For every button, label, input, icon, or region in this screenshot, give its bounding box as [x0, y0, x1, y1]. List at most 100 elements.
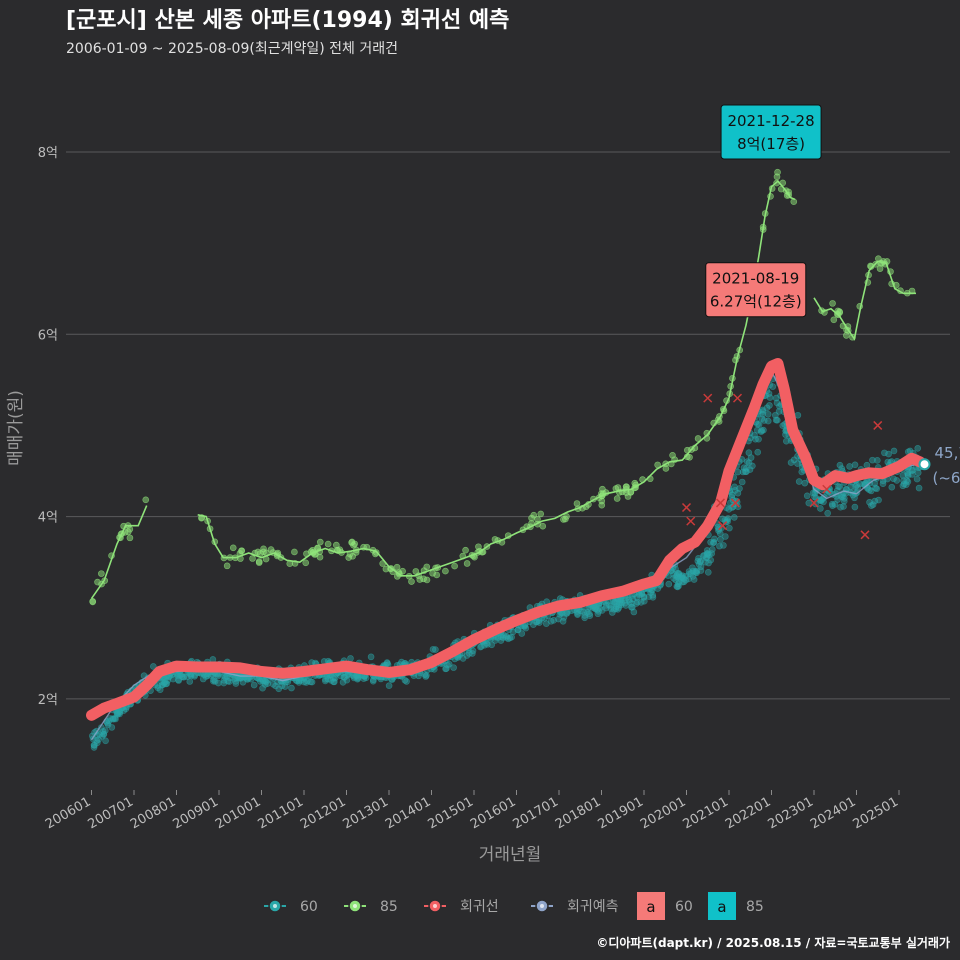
- point-85: [399, 567, 406, 575]
- point-60: [628, 603, 636, 611]
- point-60: [697, 563, 705, 571]
- point-60: [95, 736, 102, 743]
- point-60: [913, 475, 921, 483]
- legend-dot-center: [433, 904, 437, 908]
- point-60: [673, 583, 681, 590]
- point-60: [432, 646, 439, 653]
- point-60: [163, 680, 171, 687]
- cross-marker: [730, 498, 740, 508]
- series-lines: [86, 180, 926, 741]
- point-60: [837, 503, 844, 511]
- line-regression: [86, 358, 926, 721]
- point-60: [840, 497, 848, 505]
- point-60: [214, 672, 222, 680]
- annotation-date: 2021-12-28: [727, 112, 814, 130]
- point-60: [542, 620, 550, 627]
- point-85: [255, 559, 263, 566]
- legend-label: 85: [380, 899, 398, 915]
- source-caption: ©디아파트(dapt.kr) / 2025.08.15 / 자료=국토교통부 실…: [596, 935, 950, 950]
- point-85: [350, 541, 357, 549]
- point-60: [868, 502, 875, 509]
- point-60: [730, 514, 738, 521]
- point-60: [743, 458, 751, 465]
- point-85: [537, 510, 545, 518]
- point-60: [719, 515, 726, 523]
- point-85: [462, 546, 469, 554]
- point-85: [89, 597, 96, 605]
- legend-box-label: 85: [746, 899, 764, 915]
- point-85: [530, 511, 538, 519]
- point-85: [98, 570, 105, 577]
- point-60: [100, 731, 108, 738]
- last-value-point: [918, 458, 931, 471]
- point-60: [609, 609, 616, 616]
- legend-box-icon: [637, 892, 665, 920]
- point-60: [828, 500, 836, 508]
- legend-dot-center: [353, 904, 357, 908]
- point-60: [846, 463, 853, 470]
- point-60: [803, 492, 811, 500]
- point-60: [863, 461, 871, 469]
- point-60: [678, 573, 686, 580]
- point-60: [259, 684, 266, 692]
- point-85: [534, 515, 541, 523]
- point-60: [327, 677, 335, 684]
- point-60: [884, 458, 892, 466]
- point-60: [360, 675, 368, 682]
- cross-marker: [873, 420, 883, 430]
- legend-box-icon: [708, 892, 736, 920]
- point-60: [754, 448, 762, 456]
- point-85: [223, 562, 231, 570]
- point-85: [412, 568, 420, 575]
- cross-marker: [718, 521, 728, 531]
- point-60: [521, 622, 529, 630]
- point-60: [220, 677, 228, 684]
- point-60: [560, 614, 568, 621]
- point-60: [108, 724, 116, 731]
- point-60: [817, 505, 824, 512]
- point-60: [483, 639, 491, 647]
- point-85: [291, 548, 298, 556]
- point-60: [614, 606, 622, 613]
- point-85: [876, 265, 884, 272]
- point-60: [150, 663, 157, 670]
- point-60: [429, 646, 437, 653]
- point-60: [385, 682, 393, 689]
- point-60: [794, 411, 802, 419]
- point-60: [589, 604, 597, 612]
- point-60: [415, 672, 422, 680]
- point-60: [689, 567, 697, 575]
- point-60: [774, 416, 781, 424]
- line-85: [90, 505, 148, 600]
- point-85: [598, 501, 606, 509]
- line-85: [197, 180, 796, 577]
- point-60: [518, 630, 526, 637]
- point-60: [746, 466, 754, 473]
- last-value-area: (~60㎡): [933, 469, 960, 487]
- annotation-value: 6.27억(12층): [710, 293, 802, 311]
- point-60: [115, 710, 122, 717]
- cross-marker: [809, 498, 819, 508]
- point-85: [613, 495, 621, 502]
- point-60: [775, 408, 783, 415]
- point-85: [142, 496, 150, 504]
- point-60: [866, 486, 873, 494]
- point-60: [795, 478, 803, 485]
- point-85: [249, 555, 256, 562]
- point-60: [708, 546, 716, 553]
- point-60: [743, 468, 750, 476]
- point-60: [866, 498, 873, 506]
- point-60: [509, 628, 517, 636]
- legend: 60 85 회귀선 회귀예측 a 60 a 85: [264, 892, 764, 920]
- point-60: [215, 679, 222, 687]
- point-60: [645, 593, 653, 600]
- point-85: [829, 300, 836, 307]
- point-60: [834, 496, 841, 503]
- chart-title: [군포시] 산본 세종 아파트(1994) 회귀선 예측: [66, 8, 509, 33]
- point-60: [707, 538, 714, 546]
- point-85: [563, 513, 570, 520]
- point-60: [250, 681, 258, 689]
- point-60: [751, 431, 758, 439]
- point-60: [703, 547, 711, 554]
